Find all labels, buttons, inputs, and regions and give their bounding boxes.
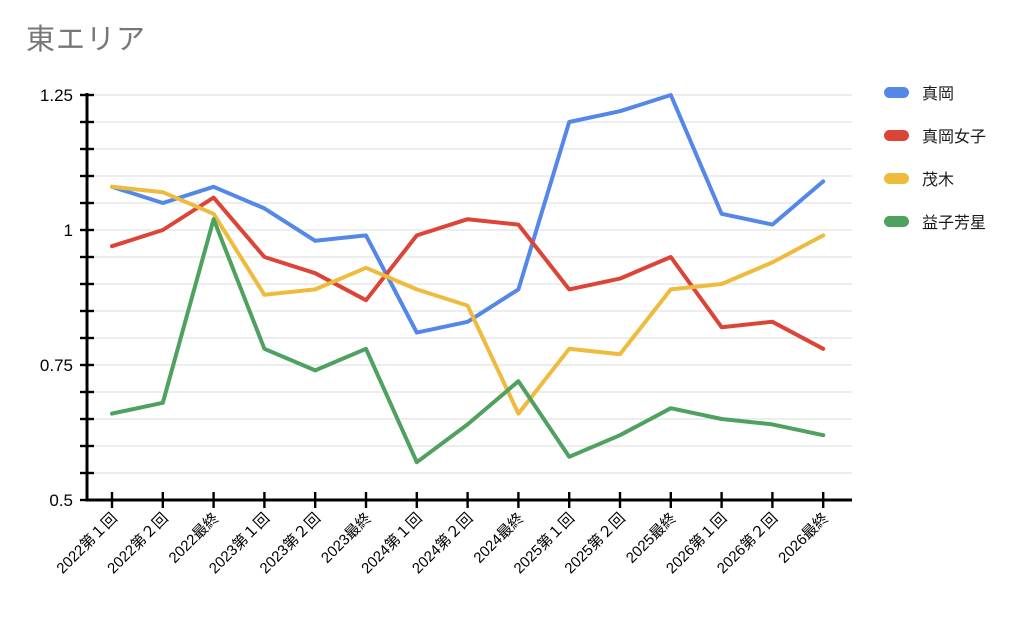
series-line-真岡女子 — [110, 195, 826, 351]
legend-label: 茂木 — [922, 172, 955, 189]
y-tick-label: 1.25 — [40, 86, 73, 105]
legend-item: 益子芳星 — [884, 210, 986, 232]
legend-item: 真岡女子 — [884, 124, 986, 146]
series-line-益子芳星 — [110, 217, 826, 465]
series-line-真岡 — [110, 93, 826, 335]
legend-label: 益子芳星 — [922, 215, 987, 232]
legend-item: 真岡 — [884, 81, 986, 103]
chart-title: 東エリア — [26, 24, 147, 56]
legend-swatch — [884, 86, 909, 98]
series-line-茂木 — [110, 184, 826, 416]
legend-label: 真岡女子 — [922, 129, 987, 146]
legend-swatch — [884, 172, 909, 184]
legend-item: 茂木 — [884, 167, 986, 189]
y-tick-label: 0.5 — [49, 491, 73, 510]
x-tick-label: 2026最終 — [775, 510, 832, 567]
legend-swatch — [884, 129, 909, 141]
legend-swatch — [884, 215, 909, 227]
legend: 真岡真岡女子茂木益子芳星 — [884, 81, 986, 232]
y-tick-label: 1 — [64, 221, 73, 240]
y-tick-label: 0.75 — [40, 356, 73, 375]
legend-label: 真岡 — [922, 86, 955, 103]
